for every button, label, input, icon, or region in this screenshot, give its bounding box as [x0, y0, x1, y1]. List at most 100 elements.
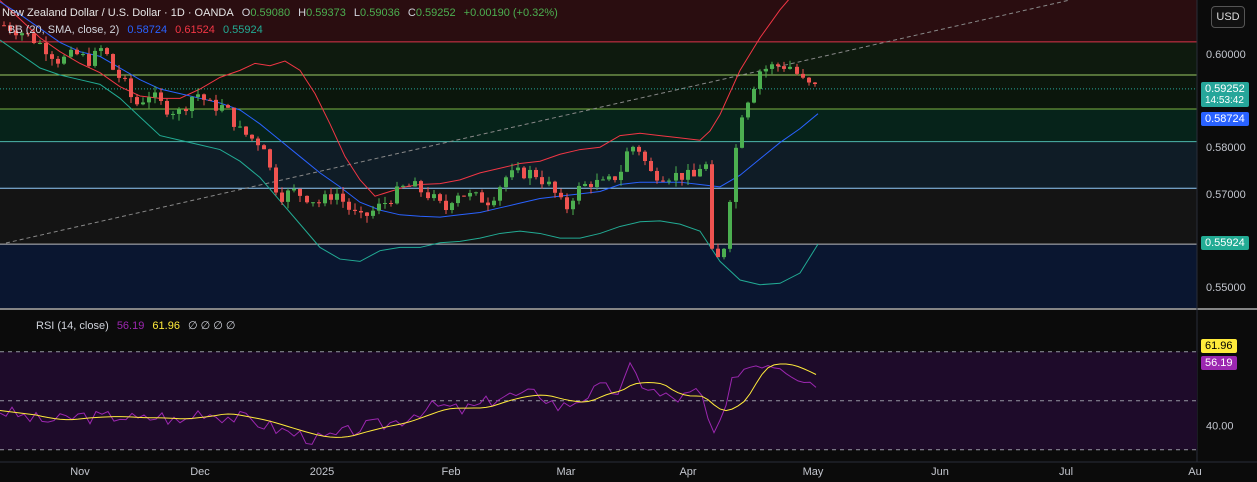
candle-body	[692, 169, 696, 177]
candle-body	[782, 66, 786, 69]
candle-body	[613, 176, 617, 181]
candle-body	[450, 203, 454, 211]
time-tick-label: Feb	[442, 466, 461, 478]
time-tick-label: Au	[1188, 466, 1201, 478]
candle-body	[280, 192, 284, 202]
candle-body	[335, 193, 339, 200]
candle-body	[752, 88, 756, 103]
bar-countdown: 14:53:42	[1205, 95, 1244, 106]
candle-body	[419, 181, 423, 193]
rsi-ma-value: 61.96	[152, 320, 180, 332]
zone-band-2	[0, 75, 1197, 110]
candle-body	[341, 193, 345, 202]
candle-body	[2, 25, 6, 27]
basis-badge: 0.58724	[1201, 112, 1249, 126]
candle-body	[807, 77, 811, 83]
candle-body	[141, 102, 145, 105]
price-tick-label: 0.55000	[1206, 282, 1246, 294]
candle-body	[220, 105, 224, 111]
candle-body	[426, 192, 430, 199]
zone-band-1	[0, 41, 1197, 76]
time-tick-label: Apr	[679, 466, 696, 478]
candle-body	[14, 30, 18, 36]
symbol-title: New Zealand Dollar / U.S. Dollar · 1D · …	[2, 7, 234, 19]
candle-body	[413, 181, 417, 187]
currency-button[interactable]: USD	[1211, 6, 1245, 28]
candle-body	[8, 25, 12, 31]
candle-body	[770, 64, 774, 69]
price-tick-label: 0.60000	[1206, 49, 1246, 61]
low-label: L0.59036	[353, 7, 400, 19]
candle-body	[268, 149, 272, 168]
candle-body	[643, 151, 647, 162]
candle-body	[298, 188, 302, 196]
bb-upper: 0.61524	[175, 24, 215, 36]
bb-basis: 0.58724	[127, 24, 168, 36]
candle-body	[649, 161, 653, 171]
candle-body	[129, 78, 133, 98]
candle-body	[565, 197, 569, 210]
candle-body	[135, 97, 139, 105]
candle-body	[498, 187, 502, 201]
candle-body	[510, 170, 514, 178]
lower-band-line	[0, 39, 819, 286]
bb-legend[interactable]: BB (20, SMA, close, 2) 0.58724 0.61524 0…	[8, 24, 268, 36]
candle-body	[522, 167, 526, 179]
rsi-extra: ∅ ∅ ∅ ∅	[188, 320, 236, 332]
last-price: 0.59252	[1205, 83, 1245, 95]
candle-body	[577, 186, 581, 201]
candle-body	[704, 164, 708, 169]
upper-band-line	[0, 0, 790, 197]
candle-body	[208, 99, 212, 101]
candle-body	[456, 195, 460, 204]
candle-body	[571, 200, 575, 210]
candle-body	[81, 54, 85, 56]
candle-body	[305, 195, 309, 203]
candle-body	[323, 194, 327, 204]
candle-body	[710, 164, 714, 249]
candle-body	[292, 188, 296, 191]
candle-body	[607, 176, 611, 180]
candle-body	[317, 202, 321, 204]
candle-body	[661, 180, 665, 182]
time-tick-label: May	[803, 466, 824, 478]
zone-band-0	[0, 0, 1197, 42]
candle-body	[359, 210, 363, 213]
candle-body	[674, 172, 678, 181]
candle-body	[686, 169, 690, 180]
candle-body	[377, 203, 381, 211]
candle-body	[438, 194, 442, 201]
high-label: H0.59373	[298, 7, 346, 19]
time-tick-label: Mar	[557, 466, 576, 478]
candle-body	[468, 192, 472, 197]
candle-body	[244, 126, 248, 135]
candle-body	[559, 192, 563, 198]
time-tick-label: Jul	[1059, 466, 1073, 478]
candle-body	[619, 171, 623, 181]
rsi-band-fill	[0, 351, 1197, 450]
candle-body	[347, 201, 351, 210]
rsi-line	[0, 361, 817, 445]
price-tick-label: 0.57000	[1206, 189, 1246, 201]
candle-body	[486, 202, 490, 206]
candle-body	[50, 54, 54, 59]
candle-body	[69, 49, 73, 57]
rsi-legend[interactable]: RSI (14, close) 56.19 61.96 ∅ ∅ ∅ ∅	[36, 319, 241, 332]
lower-band-badge: 0.55924	[1201, 236, 1249, 250]
candle-body	[444, 200, 448, 211]
candle-body	[504, 177, 508, 188]
candle-body	[214, 99, 218, 111]
last-price-badge: 0.59252 14:53:42	[1201, 82, 1249, 107]
candle-body	[776, 64, 780, 67]
time-tick-label: Jun	[931, 466, 949, 478]
zone-band-5	[0, 188, 1197, 245]
price-tick-label: 0.58000	[1206, 142, 1246, 154]
candle-body	[87, 54, 91, 66]
rsi-badge: 56.19	[1201, 356, 1237, 370]
candle-body	[746, 102, 750, 118]
basis-line	[0, 1, 819, 218]
candle-body	[171, 113, 175, 115]
candle-body	[353, 209, 357, 211]
bb-label: BB (20, SMA, close, 2)	[8, 24, 120, 36]
